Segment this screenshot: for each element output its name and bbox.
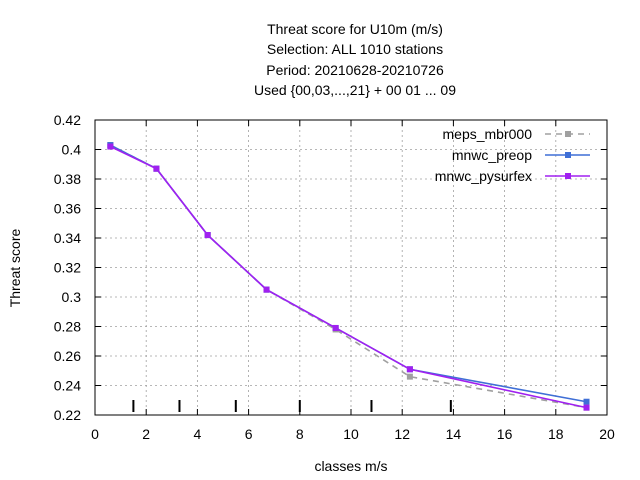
x-tick-label: 2 [142, 426, 150, 442]
y-tick-label: 0.32 [54, 260, 81, 276]
grid-lines [95, 120, 607, 415]
y-tick-label: 0.24 [54, 378, 81, 394]
data-point [263, 286, 270, 293]
data-point [153, 165, 160, 172]
x-tick-label: 0 [91, 426, 99, 442]
series-line [110, 145, 587, 409]
data-point [583, 398, 590, 405]
data-point [204, 232, 211, 239]
legend-item-mnwc_pysurfex: mnwc_pysurfex [435, 168, 590, 184]
y-tick-label: 0.26 [54, 348, 81, 364]
y-axis-label: Threat score [7, 228, 23, 307]
legend-marker [565, 152, 571, 158]
data-point [332, 324, 339, 331]
x-tick-label: 18 [548, 426, 564, 442]
data-point [406, 366, 413, 373]
y-tick-label: 0.3 [62, 289, 82, 305]
x-axis-ticks: 0 2 4 6 8 10 12 14 16 18 20 [91, 120, 615, 442]
y-tick-label: 0.28 [54, 319, 81, 335]
x-tick-label: 10 [343, 426, 359, 442]
series-mnwc_pysurfex [107, 143, 590, 411]
legend: meps_mbr000 mnwc_preop mnwc_pysurfex [435, 126, 590, 184]
x-tick-label: 16 [497, 426, 513, 442]
class-limit-marks [132, 400, 452, 412]
data-point [107, 143, 114, 150]
title-line-2: Selection: ALL 1010 stations [267, 41, 443, 57]
x-axis-label: classes m/s [314, 458, 387, 474]
legend-marker [565, 131, 571, 137]
x-tick-label: 8 [296, 426, 304, 442]
legend-marker [565, 173, 571, 179]
x-tick-label: 14 [446, 426, 462, 442]
title-line-1: Threat score for U10m (m/s) [267, 21, 443, 37]
chart-title: Threat score for U10m (m/s) Selection: A… [254, 21, 456, 98]
legend-label: mnwc_pysurfex [435, 168, 532, 184]
y-tick-label: 0.42 [54, 112, 81, 128]
title-line-4: Used {00,03,...,21} + 00 01 ... 09 [254, 82, 456, 98]
y-axis-ticks: 0.22 0.24 0.26 0.28 0.3 0.32 0.34 0.36 0.38 0.4 0.… [54, 112, 607, 423]
data-series [107, 142, 590, 411]
legend-label: mnwc_preop [452, 147, 532, 163]
x-tick-label: 12 [394, 426, 410, 442]
y-tick-label: 0.36 [54, 201, 81, 217]
y-tick-label: 0.22 [54, 407, 81, 423]
title-line-3: Period: 20210628-20210726 [266, 62, 444, 78]
x-tick-label: 20 [599, 426, 615, 442]
data-point [406, 373, 413, 380]
y-tick-label: 0.34 [54, 230, 81, 246]
legend-label: meps_mbr000 [443, 126, 533, 142]
legend-item-meps_mbr000: meps_mbr000 [443, 126, 590, 142]
series-line [109, 144, 587, 409]
x-tick-label: 4 [194, 426, 202, 442]
data-point [583, 404, 590, 411]
y-tick-label: 0.38 [54, 171, 81, 187]
y-tick-label: 0.4 [62, 142, 82, 158]
x-tick-label: 6 [245, 426, 253, 442]
legend-item-mnwc_preop: mnwc_preop [452, 147, 590, 163]
